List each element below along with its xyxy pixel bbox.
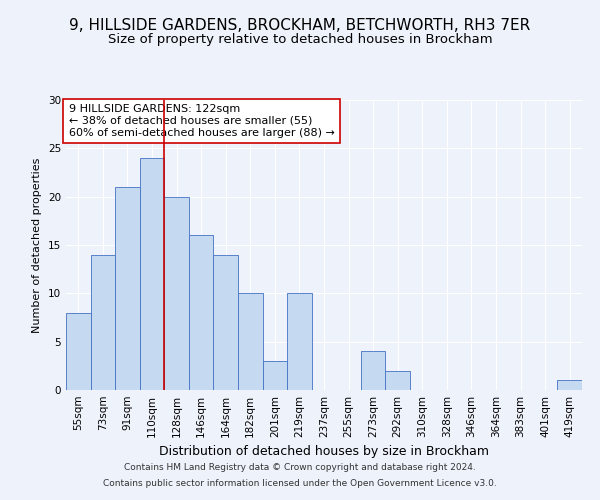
Text: 9, HILLSIDE GARDENS, BROCKHAM, BETCHWORTH, RH3 7ER: 9, HILLSIDE GARDENS, BROCKHAM, BETCHWORT… (70, 18, 530, 32)
X-axis label: Distribution of detached houses by size in Brockham: Distribution of detached houses by size … (159, 446, 489, 458)
Bar (164, 196, 189, 390)
Text: Contains HM Land Registry data © Crown copyright and database right 2024.: Contains HM Land Registry data © Crown c… (124, 464, 476, 472)
Y-axis label: Number of detached properties: Number of detached properties (32, 158, 43, 332)
Text: Size of property relative to detached houses in Brockham: Size of property relative to detached ho… (107, 32, 493, 46)
Bar (238, 294, 263, 390)
Bar (91, 254, 115, 390)
Bar (385, 370, 410, 390)
Bar (66, 312, 91, 390)
Bar (287, 294, 312, 390)
Bar (263, 361, 287, 390)
Bar (361, 352, 385, 390)
Bar (214, 254, 238, 390)
Bar (557, 380, 582, 390)
Text: 9 HILLSIDE GARDENS: 122sqm
← 38% of detached houses are smaller (55)
60% of semi: 9 HILLSIDE GARDENS: 122sqm ← 38% of deta… (68, 104, 334, 138)
Text: Contains public sector information licensed under the Open Government Licence v3: Contains public sector information licen… (103, 478, 497, 488)
Bar (115, 187, 140, 390)
Bar (189, 236, 214, 390)
Bar (140, 158, 164, 390)
